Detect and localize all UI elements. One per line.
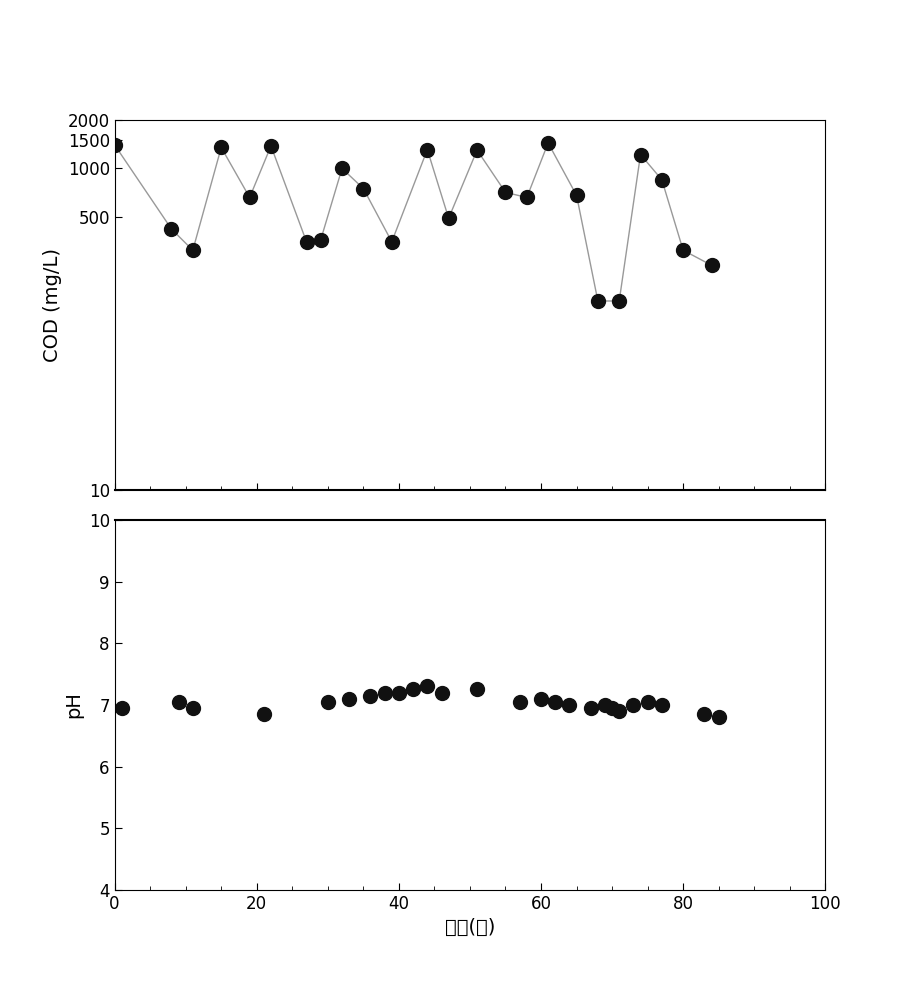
- X-axis label: 时间(天): 时间(天): [445, 918, 495, 937]
- Point: [185, 700, 200, 716]
- Point: [640, 694, 655, 710]
- Y-axis label: COD (mg/L): COD (mg/L): [43, 248, 62, 362]
- Point: [420, 142, 435, 158]
- Point: [185, 242, 200, 258]
- Point: [676, 242, 691, 258]
- Point: [257, 706, 271, 722]
- Point: [378, 685, 392, 701]
- Point: [335, 160, 349, 176]
- Point: [655, 697, 669, 713]
- Point: [498, 184, 513, 200]
- Point: [655, 172, 669, 188]
- Point: [470, 681, 484, 697]
- Point: [384, 234, 399, 250]
- Point: [541, 135, 556, 151]
- Point: [363, 688, 378, 704]
- Point: [470, 142, 484, 158]
- Point: [548, 694, 563, 710]
- Point: [171, 694, 186, 710]
- Point: [534, 691, 548, 707]
- Point: [435, 685, 449, 701]
- Point: [164, 221, 179, 237]
- Point: [242, 189, 257, 205]
- Point: [634, 147, 648, 163]
- Point: [264, 138, 279, 154]
- Point: [583, 700, 598, 716]
- Point: [598, 697, 613, 713]
- Point: [321, 694, 336, 710]
- Point: [697, 706, 712, 722]
- Point: [392, 685, 406, 701]
- Point: [406, 681, 421, 697]
- Point: [420, 678, 435, 694]
- Point: [513, 694, 527, 710]
- Point: [626, 697, 641, 713]
- Point: [612, 293, 626, 309]
- Point: [214, 139, 228, 155]
- Point: [704, 257, 719, 273]
- Point: [107, 137, 122, 153]
- Point: [591, 293, 605, 309]
- Point: [612, 703, 626, 719]
- Point: [314, 232, 328, 248]
- Point: [342, 691, 357, 707]
- Y-axis label: pH: pH: [64, 691, 83, 718]
- Point: [115, 700, 129, 716]
- Point: [605, 700, 620, 716]
- Point: [356, 181, 370, 197]
- Point: [299, 234, 314, 250]
- Point: [569, 187, 584, 203]
- Point: [519, 189, 534, 205]
- Point: [562, 697, 577, 713]
- Point: [441, 210, 456, 226]
- Point: [712, 709, 726, 725]
